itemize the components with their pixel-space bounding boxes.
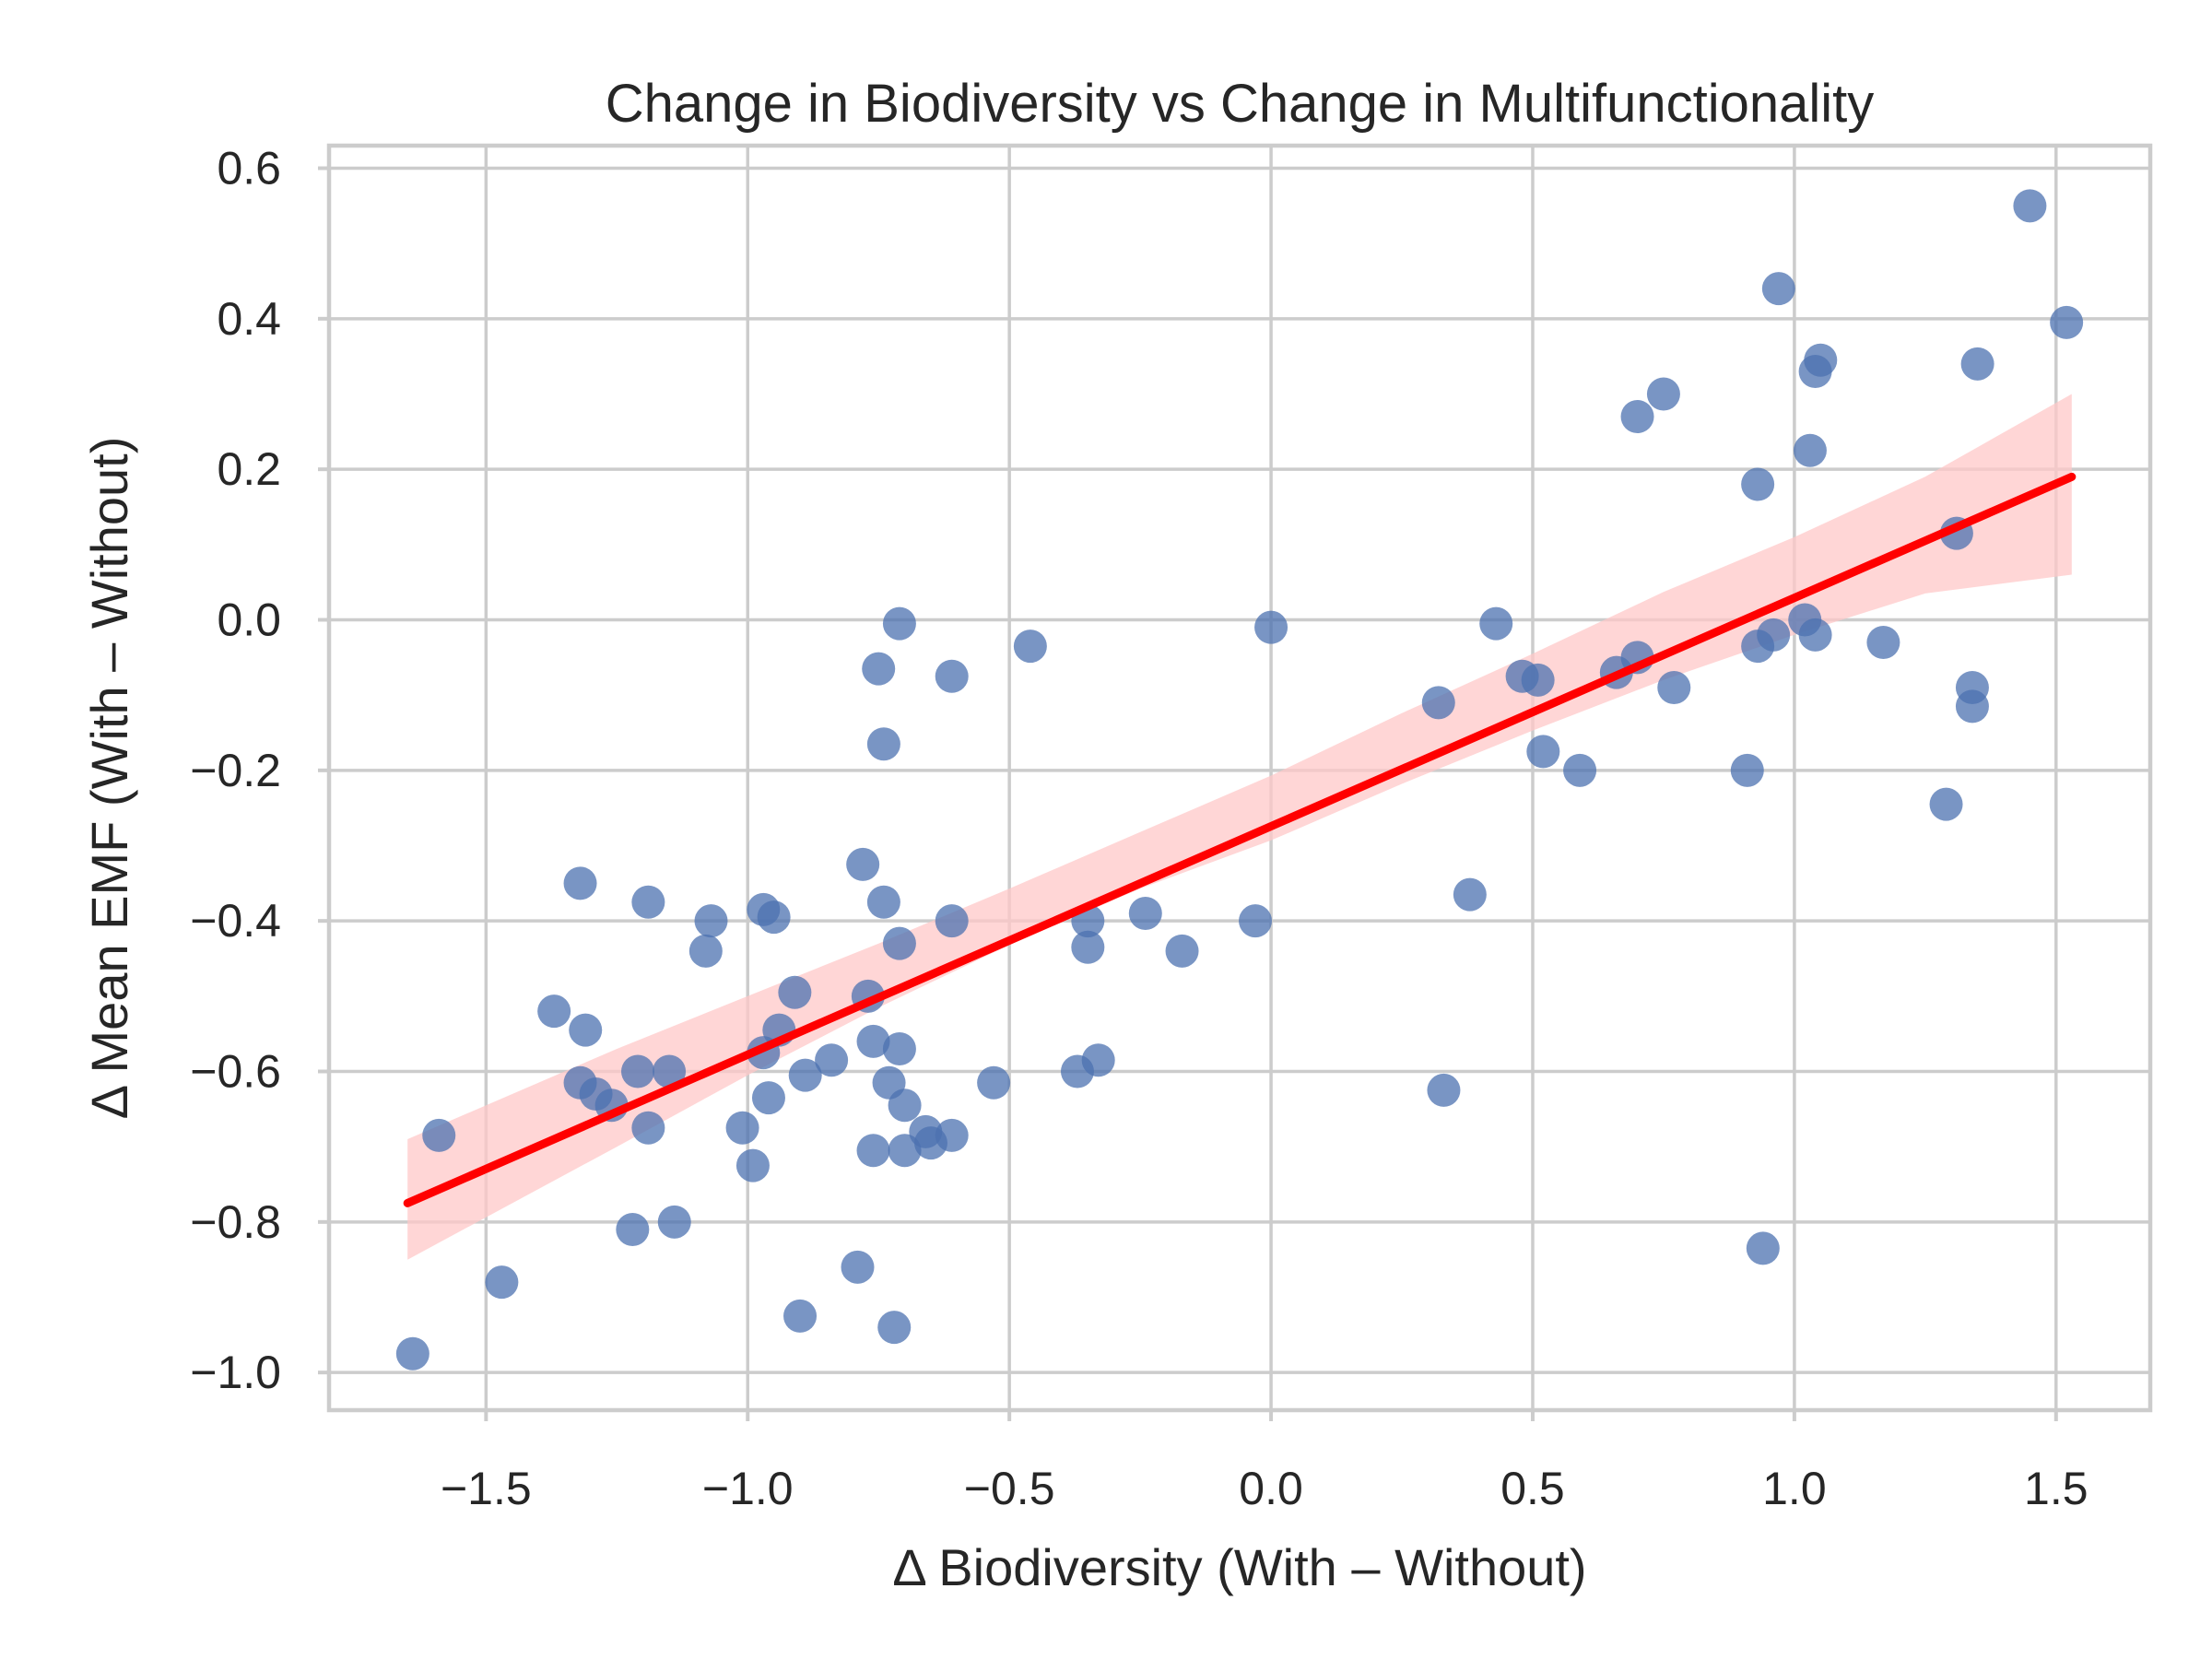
data-point (1866, 626, 1900, 659)
data-point (1741, 467, 1775, 501)
data-point (1757, 618, 1791, 652)
data-point (563, 866, 597, 900)
data-point (1563, 753, 1597, 787)
data-point (569, 1013, 603, 1047)
data-point (1071, 930, 1105, 964)
data-point (631, 885, 665, 919)
chart-title: Change in Biodiversity vs Change in Mult… (606, 74, 1875, 134)
data-point (1165, 934, 1199, 968)
data-point (1804, 343, 1838, 377)
data-point (1013, 629, 1047, 664)
data-point (935, 904, 969, 938)
data-point (751, 1081, 785, 1115)
data-point (856, 1134, 890, 1168)
data-points (395, 189, 2084, 1371)
x-tick-label: 0.5 (1500, 1463, 1565, 1514)
data-point (882, 926, 916, 960)
data-point (1421, 686, 1455, 720)
y-axis-label: Δ Mean EMF (With – Without) (80, 437, 138, 1120)
data-point (1239, 904, 1273, 938)
data-point (395, 1336, 429, 1371)
data-point (856, 1024, 890, 1058)
x-tick-label: −1.0 (702, 1463, 794, 1514)
data-point (485, 1265, 519, 1300)
data-point (688, 934, 723, 968)
x-axis-label: Δ Biodiversity (With – Without) (892, 1538, 1586, 1596)
x-tick-label: −0.5 (964, 1463, 1055, 1514)
y-tick-label: 0.2 (217, 443, 281, 495)
data-point (1929, 787, 1963, 821)
data-point (631, 1111, 665, 1145)
data-point (1761, 272, 1795, 306)
data-point (877, 1311, 912, 1345)
data-point (2050, 305, 2084, 339)
x-tick-label: −1.5 (441, 1463, 532, 1514)
data-point (735, 1148, 770, 1182)
data-point (422, 1118, 456, 1152)
data-point (1798, 618, 1832, 652)
data-point (1620, 400, 1654, 433)
data-point (1081, 1043, 1115, 1077)
y-tick-label: −1.0 (190, 1347, 281, 1398)
y-tick-label: 0.0 (217, 594, 281, 646)
data-point (846, 847, 880, 881)
data-point (1955, 689, 1989, 724)
y-tick-label: −0.8 (190, 1196, 281, 1248)
data-point (2013, 189, 2047, 223)
data-point (616, 1213, 650, 1246)
regression-line (403, 472, 2077, 1207)
data-point (657, 1205, 691, 1239)
data-point (1128, 897, 1162, 930)
y-tick-label: 0.6 (217, 143, 281, 194)
data-point (1646, 377, 1680, 411)
y-tick-label: −0.2 (190, 745, 281, 796)
data-point (1526, 735, 1560, 769)
data-point (621, 1054, 655, 1088)
y-tick-label: 0.4 (217, 293, 281, 345)
data-point (1746, 1231, 1780, 1265)
x-tick-label: 1.0 (1762, 1463, 1827, 1514)
data-point (788, 1058, 822, 1092)
data-point (725, 1111, 759, 1145)
data-point (694, 904, 728, 938)
data-point (888, 1088, 922, 1123)
y-tick-label: −0.6 (190, 1046, 281, 1098)
data-point (882, 606, 916, 641)
gridlines (329, 146, 2150, 1410)
data-point (866, 885, 900, 919)
data-point (1453, 877, 1487, 912)
data-point (1521, 663, 1555, 697)
plot-frame (326, 143, 2153, 1413)
data-point (935, 1118, 969, 1152)
x-tick-label: 1.5 (2024, 1463, 2088, 1514)
data-point (1254, 610, 1288, 644)
data-point (977, 1065, 1011, 1100)
data-point (841, 1250, 875, 1284)
data-point (935, 659, 969, 693)
axis-ticks: −1.5 −1.0 −0.5 0.0 0.5 1.0 1.5 −1.0 −0.8 −0.6 −0.4… (190, 143, 2088, 1515)
data-point (1427, 1073, 1461, 1107)
y-tick-label: −0.4 (190, 895, 281, 947)
data-point (862, 652, 896, 686)
data-point (866, 727, 900, 761)
data-point (537, 994, 571, 1029)
data-point (653, 1054, 687, 1088)
data-point (1793, 433, 1827, 467)
data-point (1960, 347, 1994, 381)
data-point (1657, 671, 1691, 704)
data-point (778, 975, 812, 1009)
data-point (783, 1299, 818, 1333)
x-tick-label: 0.0 (1239, 1463, 1303, 1514)
data-point (757, 900, 791, 935)
data-point (1730, 753, 1764, 787)
data-point (882, 1032, 916, 1065)
confidence-band (407, 394, 2072, 1260)
data-point (815, 1043, 849, 1077)
data-point (1479, 606, 1513, 641)
